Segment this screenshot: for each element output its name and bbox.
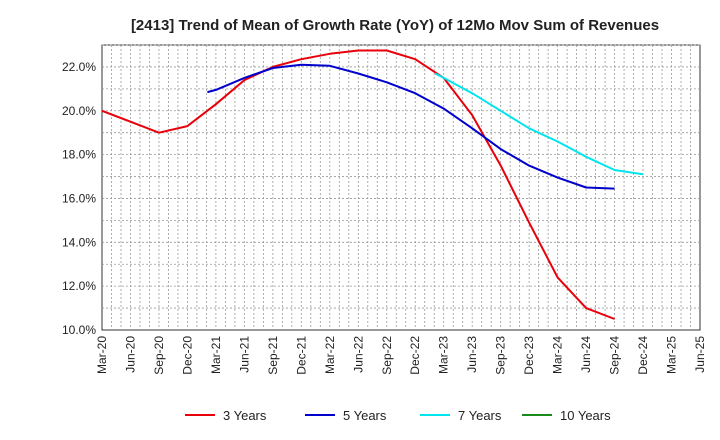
y-tick-label: 12.0% [62,279,96,293]
x-tick-label: Sep-24 [608,336,622,375]
x-tick-label: Dec-22 [408,336,422,375]
y-tick-label: 16.0% [62,191,96,205]
x-tick-label: Jun-22 [351,336,365,373]
x-tick-label: Mar-20 [95,336,109,374]
legend-label: 10 Years [560,408,611,423]
x-tick-label: Dec-21 [294,336,308,375]
x-tick-label: Dec-20 [180,336,194,375]
x-tick-label: Jun-25 [693,336,707,373]
legend-label: 5 Years [343,408,387,423]
x-tick-label: Mar-25 [665,336,679,374]
y-tick-label: 10.0% [62,323,96,337]
plot-area: 10.0% 12.0% 14.0% 16.0% 18.0% 20.0% 22.0% Mar-2… [62,44,707,375]
x-tick-label: Jun-23 [465,336,479,373]
legend-label: 3 Years [223,408,267,423]
chart-title: [2413] Trend of Mean of Growth Rate (YoY… [131,17,659,34]
x-tick-label: Jun-21 [237,336,251,373]
x-tick-label: Sep-20 [152,336,166,375]
y-tick-label: 22.0% [62,60,96,74]
x-tick-label: Sep-22 [380,336,394,375]
legend-label: 7 Years [458,408,502,423]
x-tick-label: Jun-24 [579,336,593,373]
x-tick-label: Mar-21 [209,336,223,374]
x-tick-label: Sep-21 [266,336,280,375]
y-tick-label: 18.0% [62,148,96,162]
x-tick-label: Mar-23 [437,336,451,374]
x-tick-label: Sep-23 [494,336,508,375]
y-tick-label: 14.0% [62,235,96,249]
x-tick-label: Dec-23 [522,336,536,375]
series-line-7-years [434,72,644,176]
x-tick-label: Mar-24 [551,336,565,374]
x-tick-label: Mar-22 [323,336,337,374]
y-tick-label: 20.0% [62,104,96,118]
x-tick-label: Jun-20 [123,336,137,373]
x-tick-label: Dec-24 [636,336,650,375]
series-line-3-years [101,49,615,320]
series-line-5-years [207,63,615,190]
legend: 3 Years 5 Years 7 Years 10 Years [185,408,611,423]
